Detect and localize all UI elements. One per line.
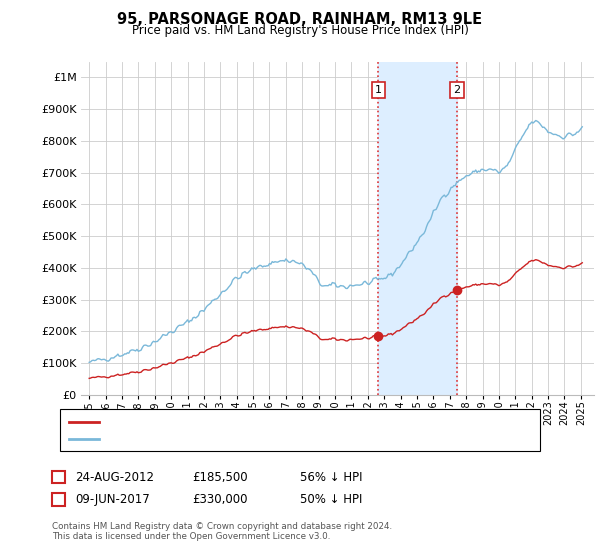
Text: 50% ↓ HPI: 50% ↓ HPI: [300, 493, 362, 506]
Text: 24-AUG-2012: 24-AUG-2012: [75, 470, 154, 484]
Text: 1: 1: [375, 85, 382, 95]
Text: 95, PARSONAGE ROAD, RAINHAM, RM13 9LE: 95, PARSONAGE ROAD, RAINHAM, RM13 9LE: [118, 12, 482, 27]
Text: 2: 2: [454, 85, 461, 95]
Bar: [379, 62, 457, 395]
Text: 09-JUN-2017: 09-JUN-2017: [75, 493, 150, 506]
Text: 95, PARSONAGE ROAD, RAINHAM, RM13 9LE (detached house): 95, PARSONAGE ROAD, RAINHAM, RM13 9LE (d…: [103, 417, 428, 427]
Text: £330,000: £330,000: [192, 493, 248, 506]
Text: Contains HM Land Registry data © Crown copyright and database right 2024.
This d: Contains HM Land Registry data © Crown c…: [52, 522, 392, 542]
Text: 1: 1: [55, 470, 62, 484]
Text: HPI: Average price, detached house, Havering: HPI: Average price, detached house, Have…: [103, 434, 343, 444]
Text: Price paid vs. HM Land Registry's House Price Index (HPI): Price paid vs. HM Land Registry's House …: [131, 24, 469, 36]
Text: 2: 2: [55, 493, 62, 506]
Text: £185,500: £185,500: [192, 470, 248, 484]
Text: 56% ↓ HPI: 56% ↓ HPI: [300, 470, 362, 484]
